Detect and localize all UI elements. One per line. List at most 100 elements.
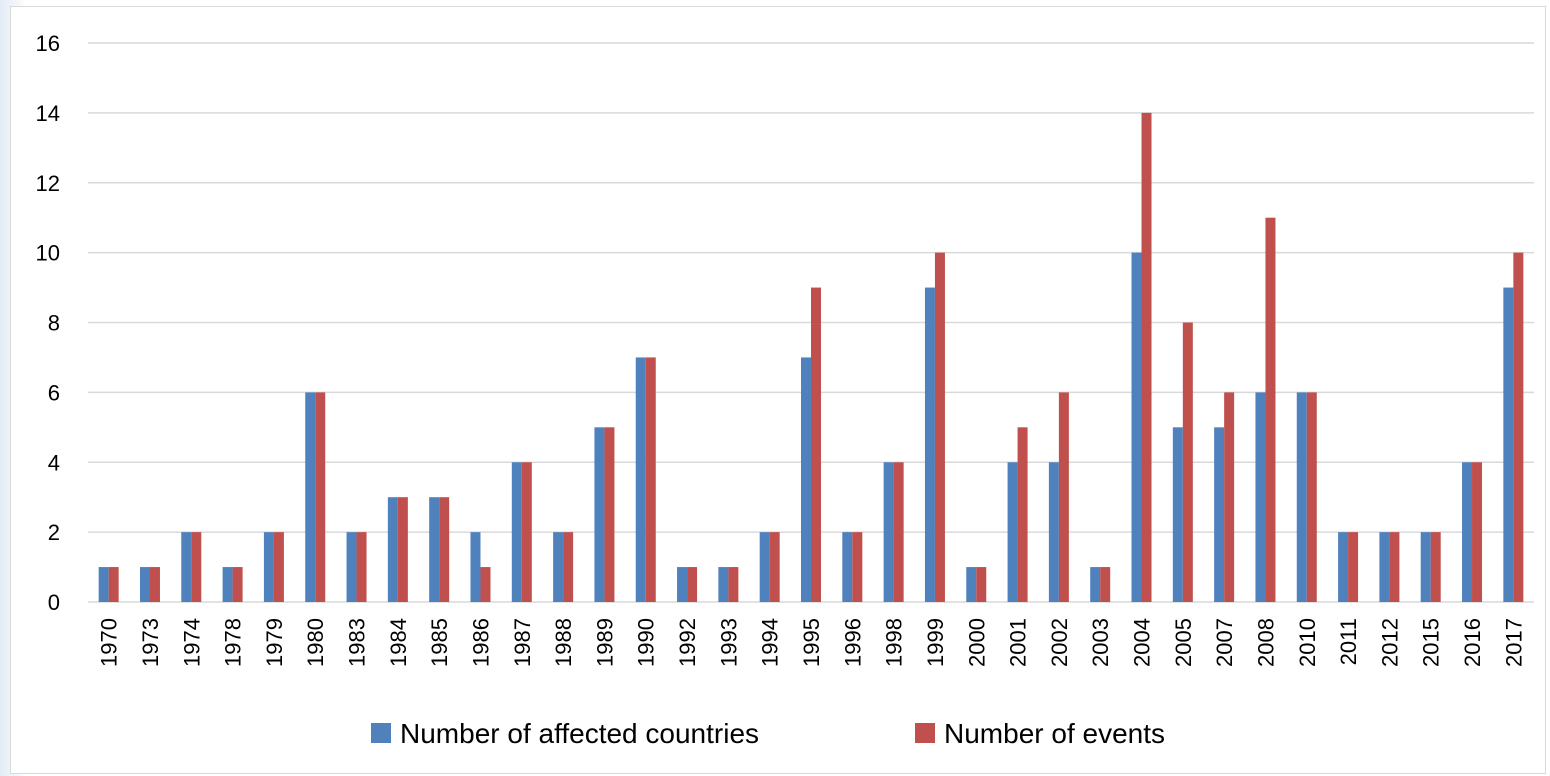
bar-events: [976, 567, 987, 602]
bar-events: [604, 427, 615, 602]
x-tick-label: 2017: [1501, 618, 1526, 667]
legend-label-events: Number of events: [944, 718, 1165, 749]
y-tick-label: 8: [48, 311, 60, 336]
bar-affected-countries: [1214, 427, 1225, 602]
bar-events: [480, 567, 491, 602]
bar-events: [1017, 427, 1028, 602]
x-tick-label: 1987: [510, 618, 535, 667]
y-tick-label: 0: [48, 590, 60, 615]
bar-affected-countries: [594, 427, 605, 602]
bar-events: [1389, 532, 1400, 602]
bar-events: [1100, 567, 1111, 602]
bar-events: [315, 392, 326, 602]
legend-swatch-affected-countries: [371, 723, 391, 743]
bar-events: [811, 287, 821, 602]
bar-affected-countries: [470, 532, 481, 602]
x-tick-label: 1989: [592, 618, 617, 667]
bar-affected-countries: [553, 532, 564, 602]
y-tick-label: 2: [48, 520, 60, 545]
bar-affected-countries: [883, 462, 894, 602]
bar-events: [728, 567, 739, 602]
bar-affected-countries: [346, 532, 357, 602]
bars: [98, 112, 1524, 602]
bar-events: [1513, 252, 1524, 602]
legend: Number of affected countries Number of e…: [371, 718, 1165, 749]
bar-events: [149, 567, 160, 602]
bar-affected-countries: [1462, 462, 1473, 602]
bar-events: [563, 532, 574, 602]
bar-affected-countries: [181, 532, 192, 602]
bar-affected-countries: [1172, 427, 1183, 602]
bar-affected-countries: [842, 532, 853, 602]
x-tick-label: 1986: [468, 618, 493, 667]
x-tick-label: 1979: [262, 618, 287, 667]
x-tick-label: 2010: [1295, 618, 1320, 667]
bar-affected-countries: [1503, 287, 1514, 602]
bar-events: [1265, 217, 1276, 602]
bar-affected-countries: [1090, 567, 1101, 602]
x-tick-label: 1994: [758, 618, 783, 667]
x-tick-label: 1978: [221, 618, 246, 667]
bar-affected-countries: [1007, 462, 1018, 602]
y-tick-label: 4: [48, 450, 60, 475]
x-tick-label: 1974: [179, 618, 204, 667]
bar-affected-countries: [718, 567, 729, 602]
x-tick-label: 2001: [1006, 618, 1031, 667]
x-tick-label: 2000: [964, 618, 989, 667]
x-tick-label: 2007: [1212, 618, 1237, 667]
bar-events: [1472, 462, 1483, 602]
x-tick-label: 2016: [1460, 618, 1485, 667]
x-tick-label: 1992: [675, 618, 700, 667]
bar-events: [108, 567, 119, 602]
bar-events: [934, 252, 945, 602]
bar-events: [852, 532, 863, 602]
x-tick-label: 1983: [345, 618, 370, 667]
bar-events: [232, 567, 243, 602]
legend-label-affected-countries: Number of affected countries: [400, 718, 759, 749]
x-tick-label: 1995: [799, 618, 824, 667]
y-tick-label: 6: [48, 380, 60, 405]
legend-swatch-events: [915, 723, 935, 743]
bar-affected-countries: [1379, 532, 1390, 602]
bar-affected-countries: [635, 357, 646, 602]
x-tick-label: 2012: [1377, 618, 1402, 667]
x-tick-label: 1999: [923, 618, 948, 667]
bar-affected-countries: [1420, 532, 1431, 602]
y-tick-label: 14: [36, 101, 60, 126]
x-tick-label: 1988: [551, 618, 576, 667]
bar-affected-countries: [759, 532, 770, 602]
bar-affected-countries: [966, 567, 977, 602]
x-tick-label: 1990: [634, 618, 659, 667]
x-tick-label: 2008: [1253, 618, 1278, 667]
x-tick-label: 2005: [1171, 618, 1196, 667]
bar-events: [645, 357, 656, 602]
bar-events: [687, 567, 698, 602]
y-tick-label: 12: [36, 171, 60, 196]
bar-affected-countries: [1131, 252, 1142, 602]
y-axis-ticks: 0 2 4 6 8 10 12 14 16: [36, 31, 60, 615]
bar-events: [397, 497, 408, 602]
x-tick-label: 2002: [1047, 618, 1072, 667]
bar-events: [439, 497, 450, 602]
bar-events: [1058, 392, 1069, 602]
bar-events: [1224, 392, 1235, 602]
bar-events: [521, 462, 532, 602]
x-tick-label: 2011: [1336, 618, 1361, 665]
bar-affected-countries: [1048, 462, 1059, 602]
x-tick-label: 1970: [97, 618, 122, 667]
bar-affected-countries: [511, 462, 522, 602]
bar-events: [1141, 112, 1152, 602]
bar-events: [273, 532, 284, 602]
bar-affected-countries: [98, 567, 109, 602]
x-tick-label: 1985: [427, 618, 452, 667]
x-tick-label: 2004: [1130, 618, 1155, 667]
bar-affected-countries: [1255, 392, 1266, 602]
bar-affected-countries: [924, 287, 935, 602]
x-axis-ticks: 1970 1973 1974 1978 1979 1980 1983 1984 1985 1986…: [97, 618, 1527, 667]
bar-affected-countries: [222, 567, 233, 602]
bar-affected-countries: [305, 392, 316, 602]
x-tick-label: 1984: [386, 618, 411, 667]
bar-affected-countries: [677, 567, 688, 602]
bar-events: [191, 532, 202, 602]
